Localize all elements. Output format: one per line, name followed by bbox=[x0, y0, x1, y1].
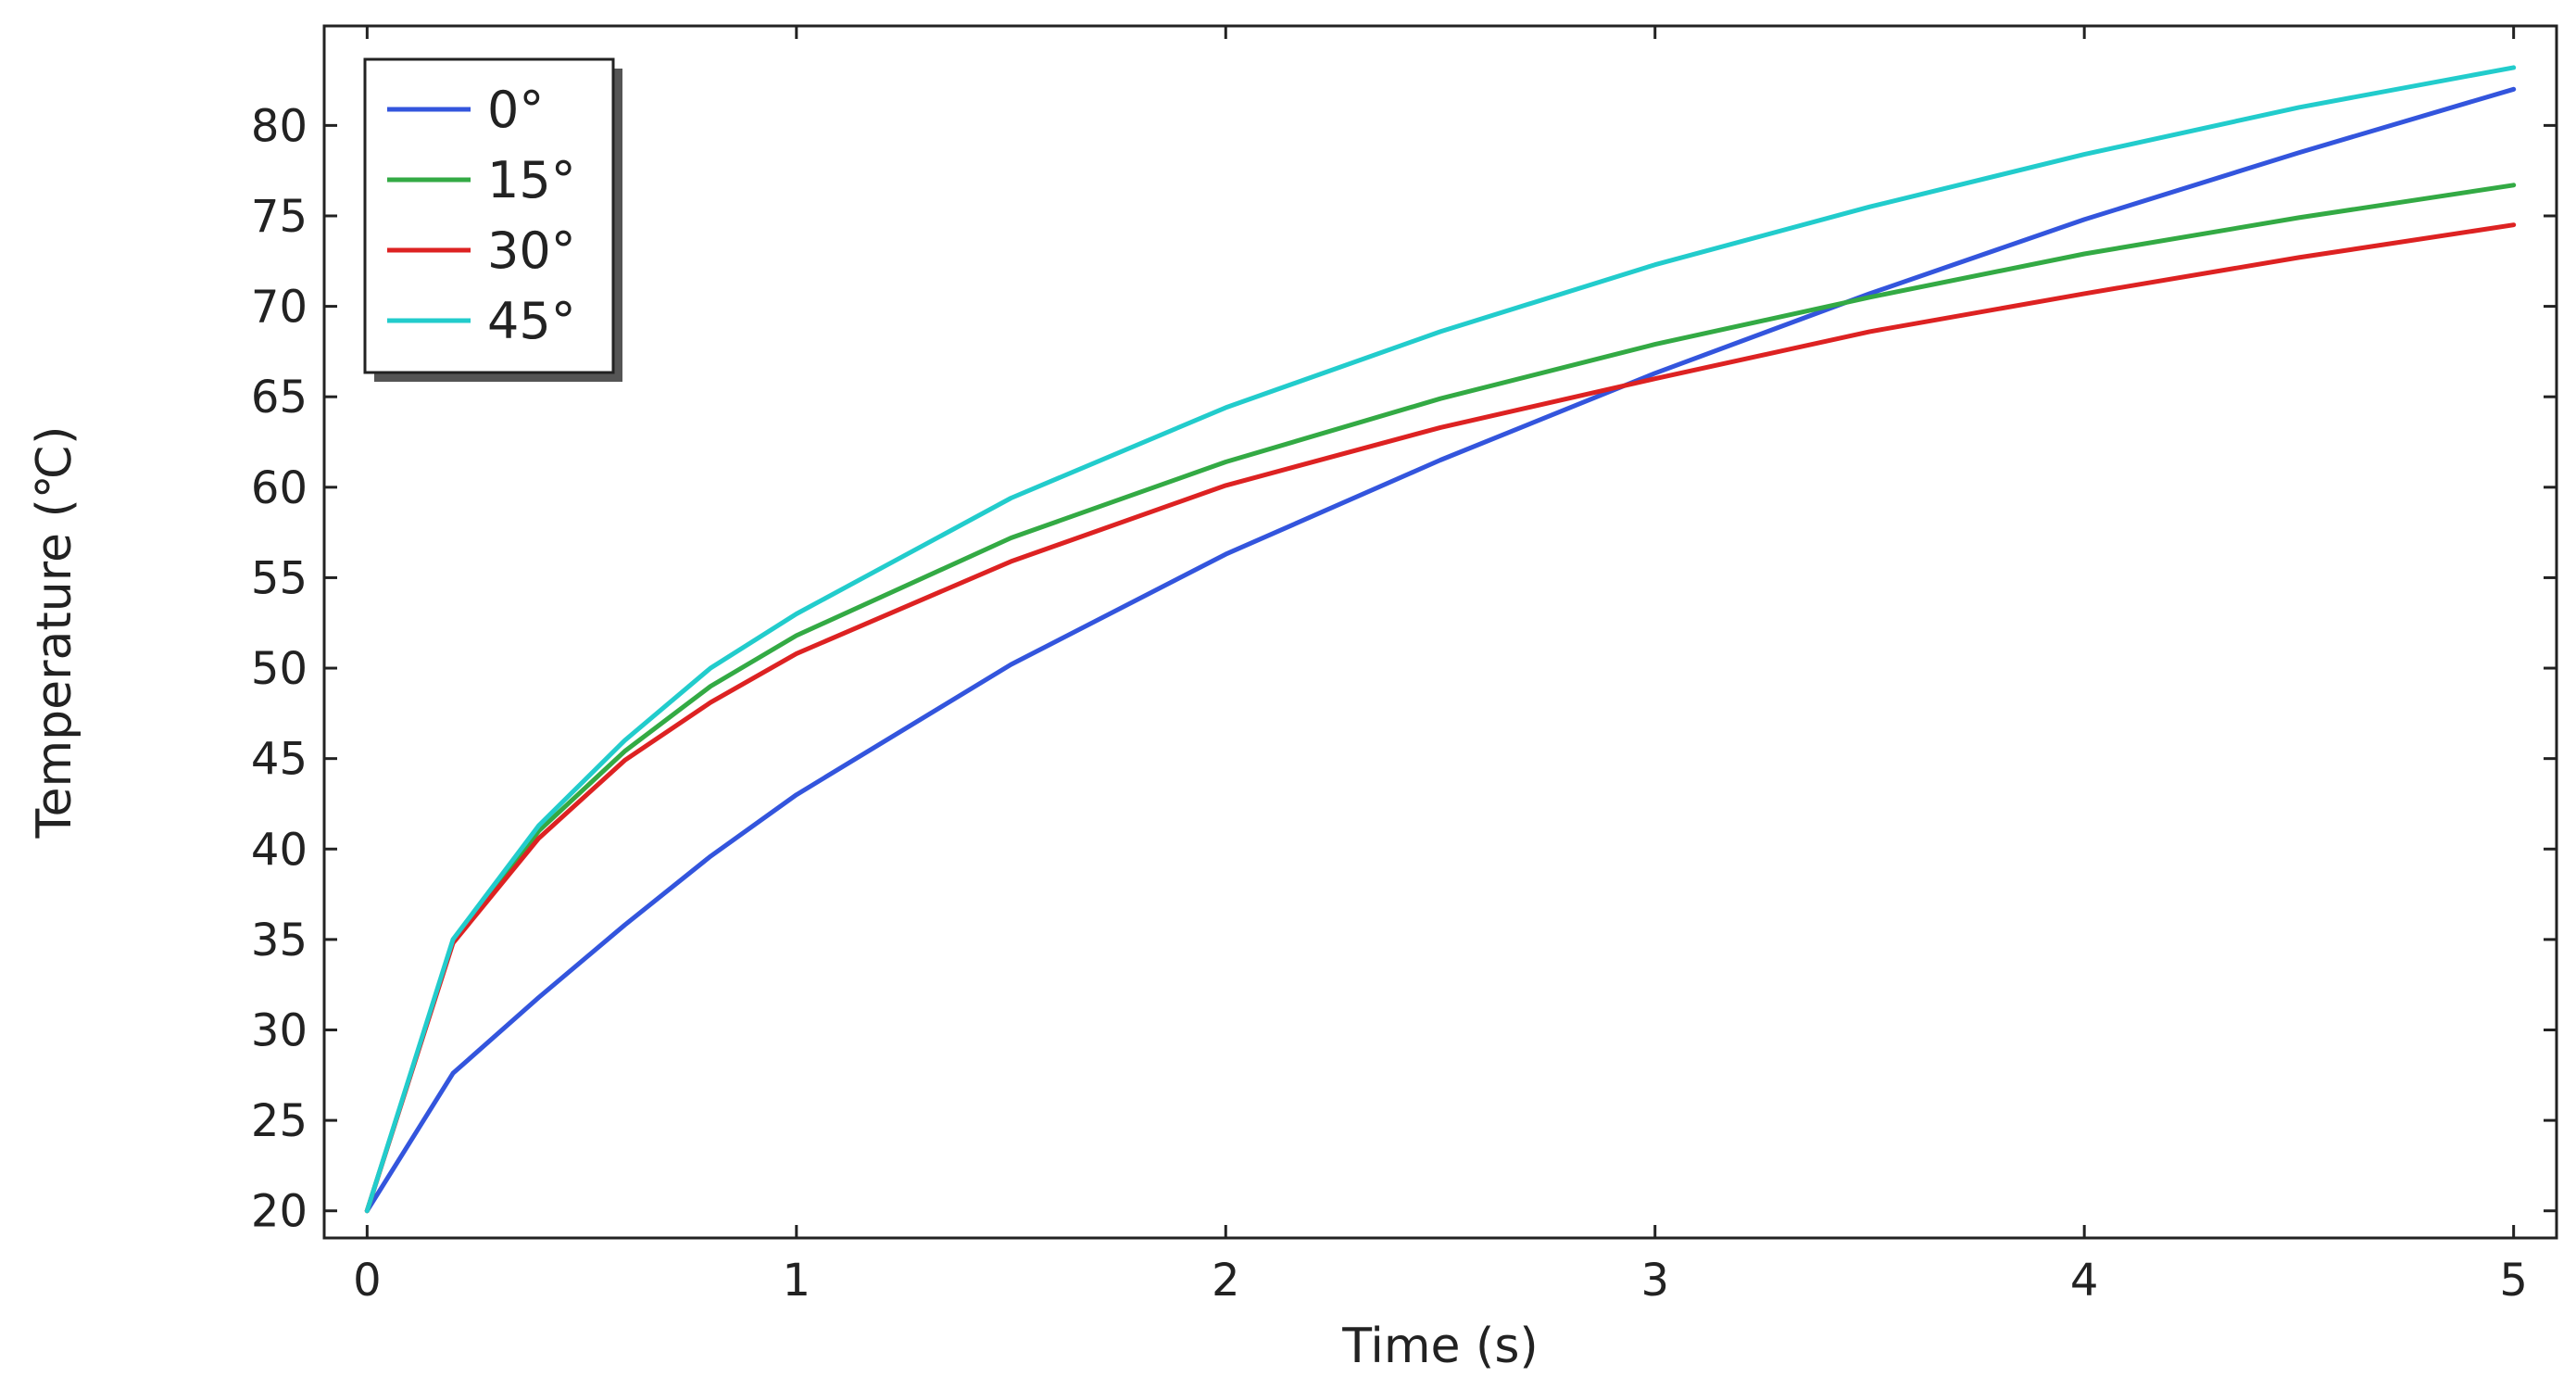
y-tick-label: 35 bbox=[251, 915, 308, 966]
legend-label: 0° bbox=[487, 81, 544, 139]
x-tick-label: 2 bbox=[1212, 1255, 1240, 1307]
y-tick-label: 45 bbox=[251, 734, 308, 786]
plot-area bbox=[322, 24, 2558, 1240]
x-tick-label: 1 bbox=[783, 1255, 811, 1307]
y-tick-label: 65 bbox=[251, 372, 308, 423]
y-axis-title: Temperature (℃) bbox=[27, 426, 82, 840]
legend-label: 15° bbox=[487, 151, 576, 209]
x-axis-title: Time (s) bbox=[1341, 1319, 1538, 1374]
y-tick-label: 20 bbox=[251, 1186, 308, 1238]
y-tick-label: 55 bbox=[251, 552, 308, 604]
y-tick-label: 40 bbox=[251, 824, 308, 876]
y-tick-label: 30 bbox=[251, 1004, 308, 1056]
y-tick-label: 60 bbox=[251, 462, 308, 514]
series-line-0 bbox=[364, 86, 2517, 1214]
x-tick-label: 4 bbox=[2070, 1255, 2099, 1307]
legend-label: 30° bbox=[487, 221, 576, 280]
x-tick-label: 0 bbox=[353, 1255, 382, 1307]
y-tick-label: 25 bbox=[251, 1095, 308, 1147]
x-tick-label: 3 bbox=[1640, 1255, 1669, 1307]
legend: 0° 15° 30° 45° bbox=[363, 57, 622, 382]
series-lines bbox=[364, 65, 2517, 1214]
y-tick-label: 50 bbox=[251, 643, 308, 695]
series-line-3 bbox=[364, 65, 2517, 1214]
legend-label: 45° bbox=[487, 292, 576, 350]
series-line-1 bbox=[364, 183, 2517, 1214]
y-tick-label: 70 bbox=[251, 282, 308, 334]
y-tick-label: 75 bbox=[251, 191, 308, 243]
y-tick-label: 80 bbox=[251, 100, 308, 152]
series-line-2 bbox=[364, 222, 2517, 1214]
x-tick-label: 5 bbox=[2499, 1255, 2528, 1307]
